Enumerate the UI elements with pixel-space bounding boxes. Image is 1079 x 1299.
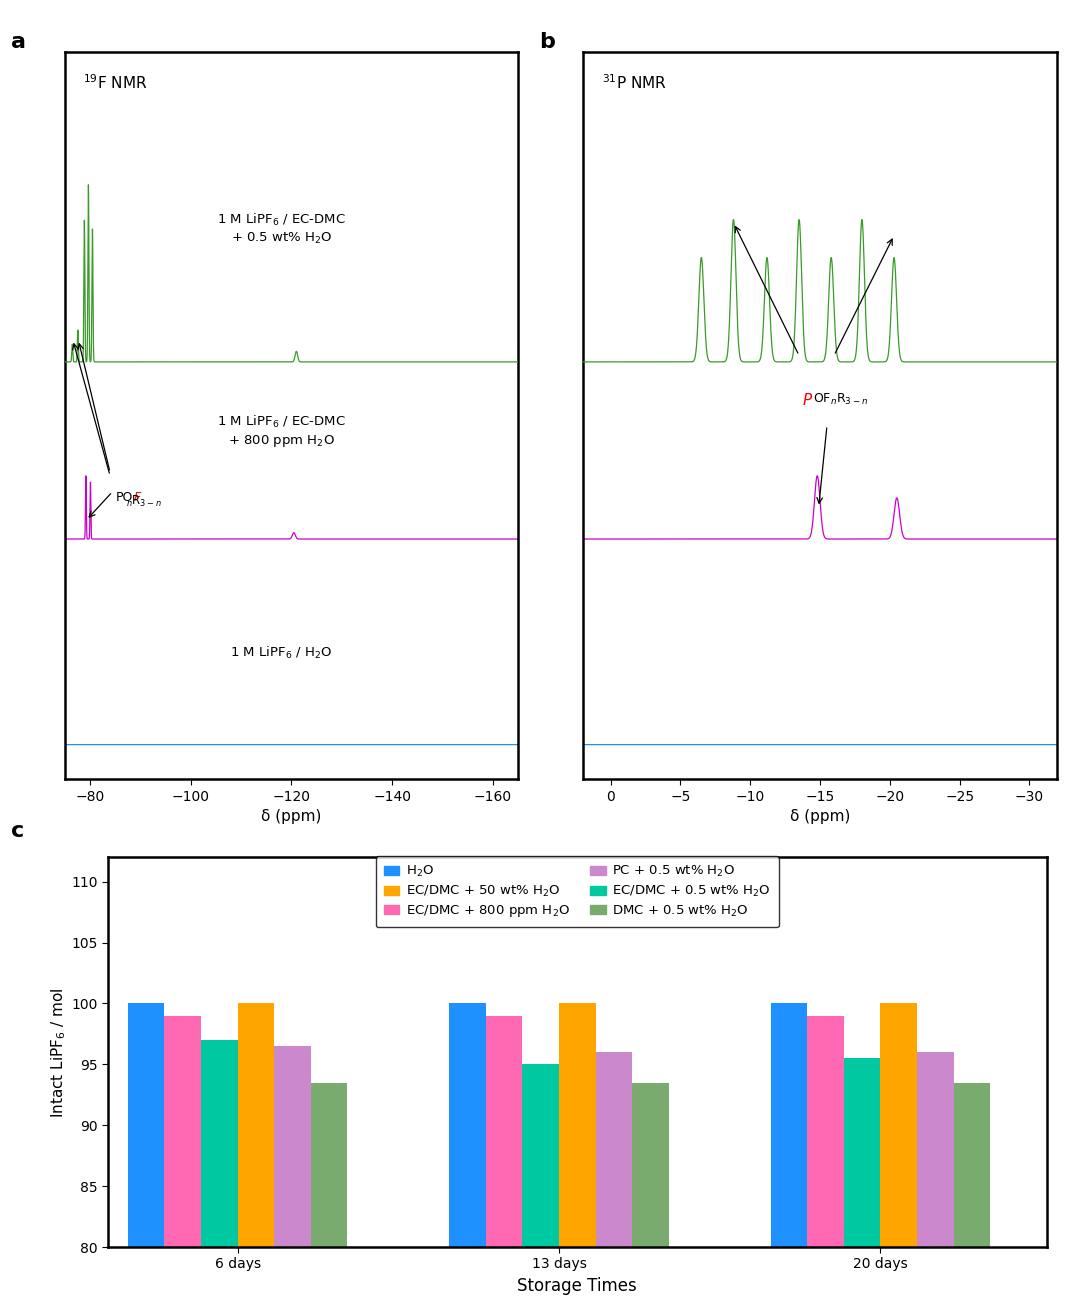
X-axis label: δ (ppm): δ (ppm)	[261, 809, 322, 825]
Bar	[274, 1046, 311, 1299]
Bar	[954, 1082, 991, 1299]
Text: 1 M LiPF$_6$ / EC-DMC
+ 0.5 wt% H$_2$O: 1 M LiPF$_6$ / EC-DMC + 0.5 wt% H$_2$O	[217, 212, 345, 246]
Text: 1 M LiPF$_6$ / EC-DMC
+ 800 ppm H$_2$O: 1 M LiPF$_6$ / EC-DMC + 800 ppm H$_2$O	[217, 414, 345, 448]
Text: PO: PO	[115, 491, 133, 504]
Bar	[486, 1016, 522, 1299]
Bar	[844, 1059, 880, 1299]
Bar	[164, 1016, 201, 1299]
Bar	[596, 1052, 632, 1299]
Text: $_n$R$_{3-n}$: $_n$R$_{3-n}$	[125, 494, 162, 509]
Bar	[917, 1052, 954, 1299]
Legend: H$_2$O, EC/DMC + 50 wt% H$_2$O, EC/DMC + 800 ppm H$_2$O, PC + 0.5 wt% H$_2$O, EC: H$_2$O, EC/DMC + 50 wt% H$_2$O, EC/DMC +…	[375, 856, 779, 927]
X-axis label: δ (ppm): δ (ppm)	[790, 809, 850, 825]
Text: $^{31}$P NMR: $^{31}$P NMR	[602, 74, 667, 92]
Bar	[449, 1003, 486, 1299]
Bar	[770, 1003, 807, 1299]
Bar	[880, 1003, 917, 1299]
Bar	[632, 1082, 669, 1299]
Text: a: a	[11, 32, 26, 52]
Bar	[311, 1082, 347, 1299]
Bar	[559, 1003, 596, 1299]
Text: OF$_n$R$_{3-n}$: OF$_n$R$_{3-n}$	[814, 392, 869, 408]
Text: c: c	[11, 821, 24, 840]
Bar	[237, 1003, 274, 1299]
Text: $\mathit{P}$: $\mathit{P}$	[802, 392, 814, 408]
Bar	[127, 1003, 164, 1299]
Y-axis label: Intact LiPF$_6$ / mol: Intact LiPF$_6$ / mol	[50, 987, 68, 1117]
Text: $\mathit{F}$: $\mathit{F}$	[133, 491, 142, 504]
Bar	[201, 1040, 237, 1299]
Text: $^{19}$F NMR: $^{19}$F NMR	[83, 74, 148, 92]
Bar	[807, 1016, 844, 1299]
Text: 1 M LiPF$_6$ / H$_2$O: 1 M LiPF$_6$ / H$_2$O	[230, 644, 332, 661]
Bar	[522, 1064, 559, 1299]
Text: b: b	[540, 32, 556, 52]
X-axis label: Storage Times: Storage Times	[518, 1277, 637, 1295]
